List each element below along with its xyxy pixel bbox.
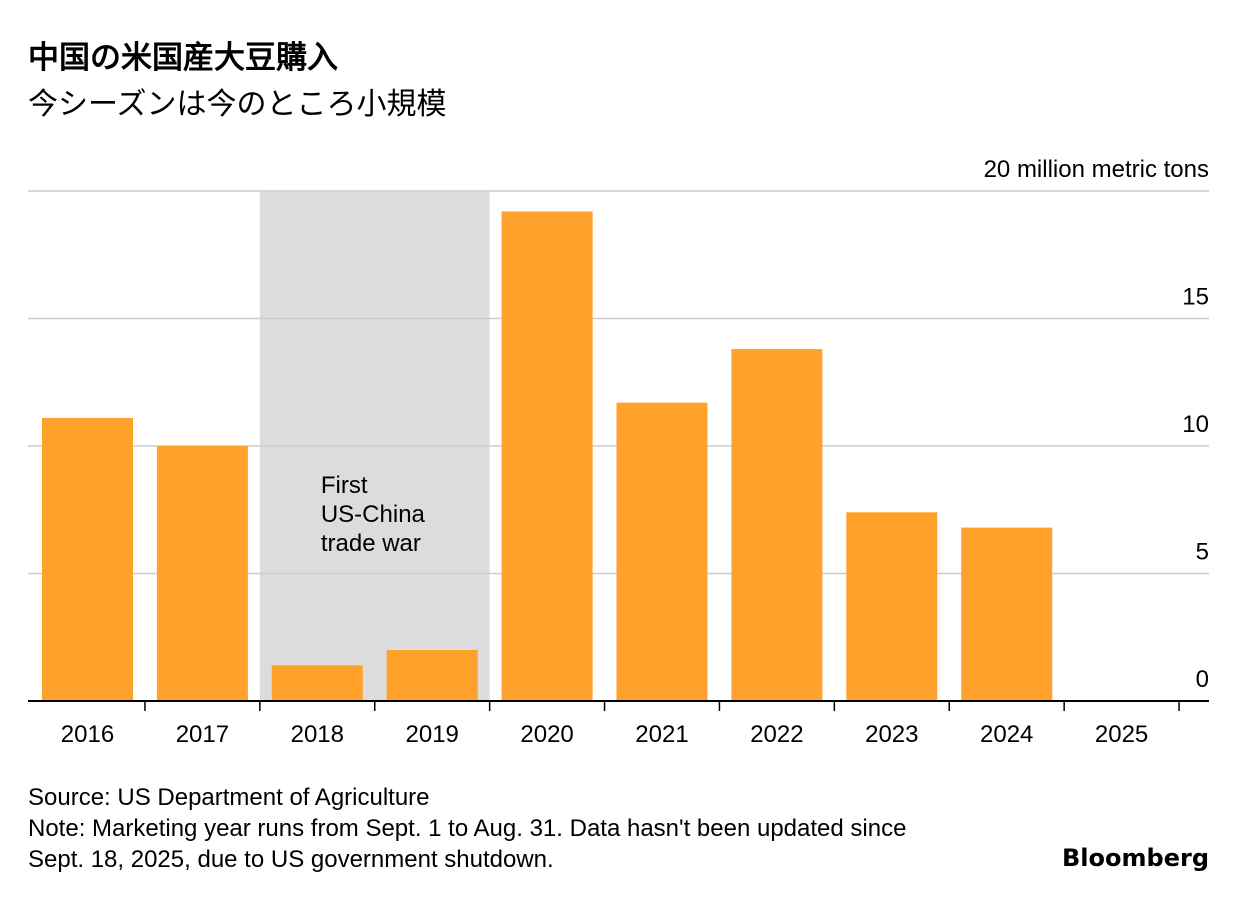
x-tick-label-2023: 2023 (865, 721, 918, 748)
bar-2016 (42, 417, 133, 701)
x-tick-label-2024: 2024 (980, 721, 1033, 748)
x-tick-label-2020: 2020 (520, 721, 573, 748)
note-line-1: Note: Marketing year runs from Sept. 1 t… (28, 815, 907, 842)
y-tick-label-5: 5 (1196, 539, 1209, 566)
x-tick-label-2021: 2021 (635, 721, 688, 748)
trade-war-annotation-line: First (321, 472, 368, 499)
bar-2022 (731, 349, 823, 701)
y-tick-label-15: 15 (1182, 284, 1209, 311)
bar-2017 (156, 446, 248, 701)
bar-2020 (501, 211, 593, 701)
note-line-2: Sept. 18, 2025, due to US government shu… (28, 846, 554, 873)
bar-2023 (846, 512, 938, 701)
trade-war-annotation-line: trade war (321, 530, 421, 557)
bar-2018 (271, 665, 363, 701)
chart-footer: Source: US Department of Agriculture Not… (28, 782, 906, 875)
bar-2021 (616, 402, 708, 701)
x-tick-label-2017: 2017 (176, 721, 229, 748)
y-tick-label-0: 0 (1196, 666, 1209, 693)
chart-subtitle: 今シーズンは今のところ小規模 (28, 87, 447, 122)
x-tick-label-2025: 2025 (1095, 721, 1148, 748)
chart-title: 中国の米国産大豆購入 (28, 40, 338, 76)
y-tick-label-10: 10 (1182, 411, 1209, 438)
bloomberg-logo: Bloomberg (1062, 844, 1209, 872)
bar-2024 (961, 527, 1053, 701)
bar-2019 (386, 650, 478, 701)
x-tick-label-2016: 2016 (61, 721, 114, 748)
source-note: Source: US Department of Agriculture (28, 784, 430, 811)
x-tick-label-2022: 2022 (750, 721, 803, 748)
x-tick-label-2019: 2019 (406, 721, 459, 748)
y-axis-label: 20 million metric tons (984, 156, 1209, 183)
bar-chart: 2016 2017 2018 2019 2020 2021 2022 2023 2024 2025… (28, 156, 1209, 748)
trade-war-annotation-line: US-China (321, 501, 426, 528)
x-tick-label-2018: 2018 (291, 721, 344, 748)
